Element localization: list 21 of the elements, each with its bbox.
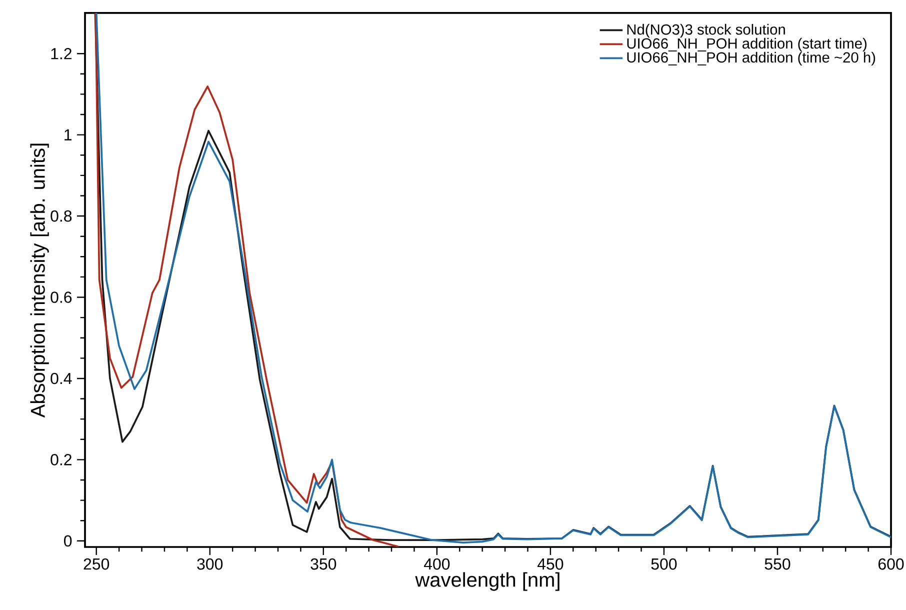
y-tick-label: 0 xyxy=(64,535,72,547)
x-tick-label: 550 xyxy=(764,558,790,570)
x-tick-label: 300 xyxy=(197,558,223,570)
x-tick-label: 600 xyxy=(878,558,904,570)
legend-label: UIO66_NH_POH addition (start time) xyxy=(627,38,866,52)
x-tick-label: 450 xyxy=(537,558,564,570)
x-tick-label: 500 xyxy=(651,558,677,570)
line-series xyxy=(94,12,400,547)
y-tick-label: 0.2 xyxy=(50,454,72,466)
legend-label: Nd(NO3)3 stock solution xyxy=(627,24,785,38)
x-tick-label: 400 xyxy=(424,558,450,570)
y-tick-label: 1 xyxy=(64,129,72,140)
x-axis-title: wavelength [nm] xyxy=(415,572,560,591)
y-tick-label: 0.4 xyxy=(50,372,72,384)
y-tick-label: 0.8 xyxy=(50,210,72,222)
legend-label: UIO66_NH_POH addition (time ~20 h) xyxy=(627,52,876,66)
y-tick-label: 1.2 xyxy=(51,48,72,60)
x-tick-label: 350 xyxy=(310,558,336,570)
x-tick-label: 250 xyxy=(84,558,110,570)
y-tick-label: 0.6 xyxy=(50,292,72,303)
y-axis-title: Absorption intensity [arb. units] xyxy=(30,144,49,418)
